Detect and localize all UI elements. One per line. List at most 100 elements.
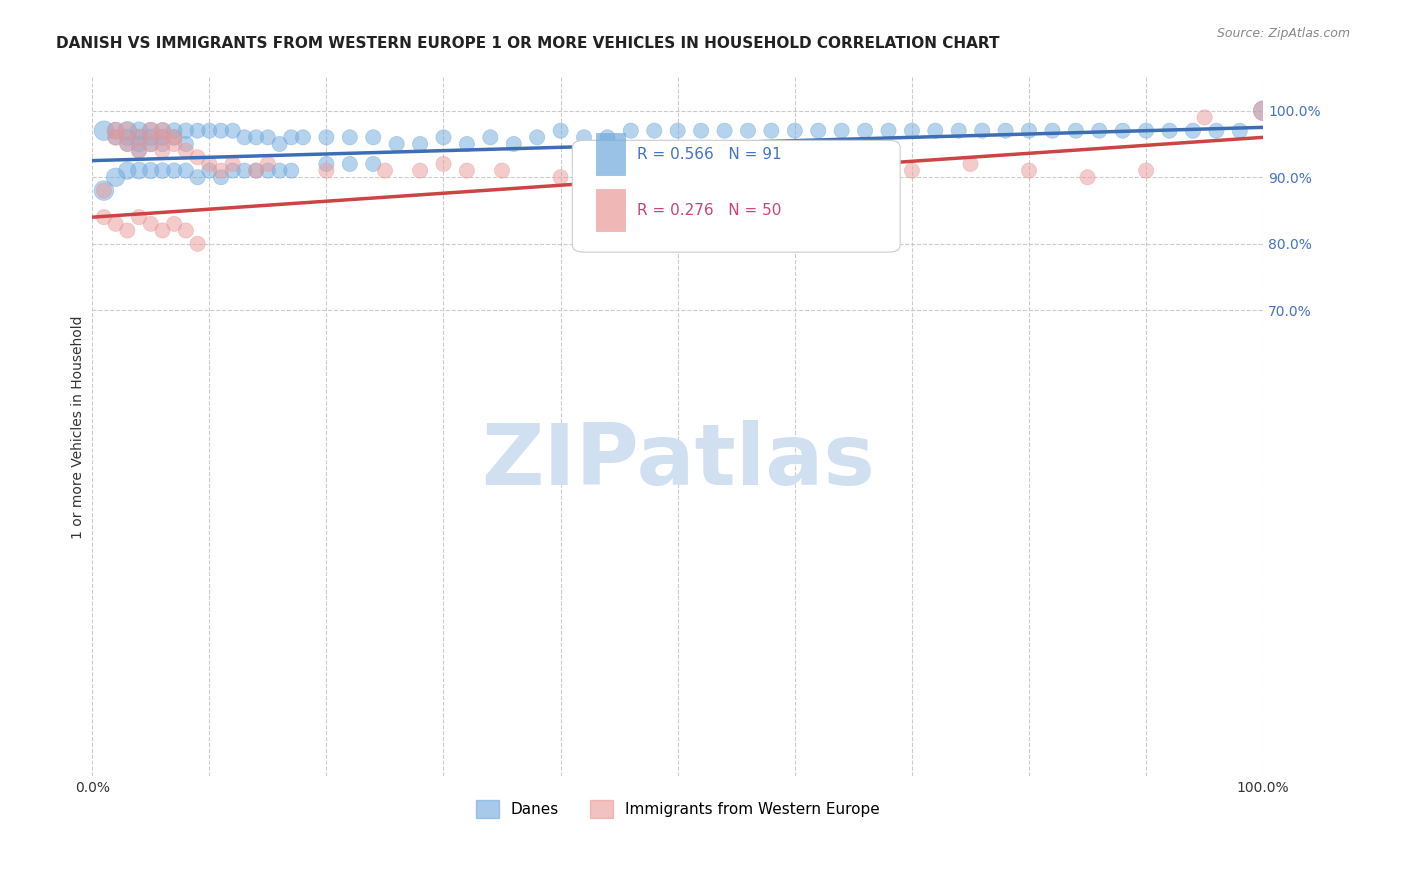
Point xyxy=(1135,163,1157,178)
Point xyxy=(409,163,432,178)
Point xyxy=(502,136,524,151)
Point xyxy=(117,130,139,145)
Point xyxy=(152,223,174,237)
Point xyxy=(972,123,994,137)
Y-axis label: 1 or more Vehicles in Household: 1 or more Vehicles in Household xyxy=(72,315,86,539)
Point xyxy=(93,184,115,198)
Point xyxy=(432,130,454,145)
Point xyxy=(222,157,245,171)
Point xyxy=(209,123,232,137)
Point xyxy=(1077,170,1099,185)
Point xyxy=(725,170,748,185)
Point xyxy=(361,157,384,171)
Point xyxy=(491,163,513,178)
Point xyxy=(1135,123,1157,137)
Point xyxy=(222,123,245,137)
Point xyxy=(104,170,127,185)
Point xyxy=(666,123,689,137)
Point xyxy=(1111,123,1133,137)
Point xyxy=(1018,123,1040,137)
Point xyxy=(174,123,197,137)
Point xyxy=(104,130,127,145)
Point xyxy=(117,136,139,151)
Point xyxy=(128,144,150,158)
Text: R = 0.276   N = 50: R = 0.276 N = 50 xyxy=(637,202,782,218)
Point xyxy=(1018,163,1040,178)
Point xyxy=(163,130,186,145)
Point xyxy=(152,163,174,178)
Point xyxy=(690,123,713,137)
Point xyxy=(128,136,150,151)
Point xyxy=(187,123,209,137)
Point xyxy=(1159,123,1181,137)
Point xyxy=(117,123,139,137)
Point xyxy=(643,157,665,171)
Point xyxy=(1251,103,1274,118)
Point xyxy=(269,136,291,151)
Point xyxy=(1088,123,1111,137)
Point xyxy=(117,123,139,137)
Point xyxy=(1251,103,1274,118)
Point xyxy=(139,136,162,151)
Point xyxy=(713,123,735,137)
Point xyxy=(163,123,186,137)
Bar xyxy=(596,189,626,231)
Point xyxy=(901,123,924,137)
Point xyxy=(361,130,384,145)
Point xyxy=(139,130,162,145)
Legend: Danes, Immigrants from Western Europe: Danes, Immigrants from Western Europe xyxy=(470,794,886,824)
Point xyxy=(737,123,759,137)
Point xyxy=(128,210,150,224)
Point xyxy=(152,123,174,137)
Point xyxy=(222,163,245,178)
Point xyxy=(666,163,689,178)
Point xyxy=(1205,123,1227,137)
Point xyxy=(245,163,267,178)
Point xyxy=(620,123,643,137)
Point xyxy=(256,130,278,145)
Point xyxy=(1194,111,1216,125)
Point xyxy=(163,217,186,231)
Point xyxy=(339,157,361,171)
Point xyxy=(1229,123,1251,137)
Point xyxy=(163,163,186,178)
Point xyxy=(152,144,174,158)
Point xyxy=(233,130,256,145)
Point xyxy=(280,130,302,145)
Point xyxy=(643,123,665,137)
Point xyxy=(339,130,361,145)
Point xyxy=(291,130,314,145)
Point xyxy=(139,217,162,231)
Point xyxy=(198,157,221,171)
Point xyxy=(807,123,830,137)
Point xyxy=(117,223,139,237)
Point xyxy=(128,130,150,145)
Point xyxy=(572,130,595,145)
Point xyxy=(93,210,115,224)
Point xyxy=(174,163,197,178)
Point xyxy=(280,163,302,178)
Point xyxy=(831,123,853,137)
Point xyxy=(104,217,127,231)
Point xyxy=(994,123,1017,137)
Point xyxy=(233,163,256,178)
Point xyxy=(842,170,865,185)
Point xyxy=(139,123,162,137)
Point xyxy=(163,136,186,151)
Text: R = 0.566   N = 91: R = 0.566 N = 91 xyxy=(637,147,782,161)
Point xyxy=(187,236,209,251)
Point xyxy=(315,163,337,178)
Point xyxy=(187,170,209,185)
Point xyxy=(209,163,232,178)
Point xyxy=(761,123,783,137)
Point xyxy=(374,163,396,178)
Point xyxy=(128,144,150,158)
FancyBboxPatch shape xyxy=(572,140,900,252)
Point xyxy=(163,130,186,145)
Point xyxy=(128,130,150,145)
Point xyxy=(1181,123,1204,137)
Point xyxy=(409,136,432,151)
Point xyxy=(256,157,278,171)
Point xyxy=(152,123,174,137)
Point xyxy=(152,136,174,151)
